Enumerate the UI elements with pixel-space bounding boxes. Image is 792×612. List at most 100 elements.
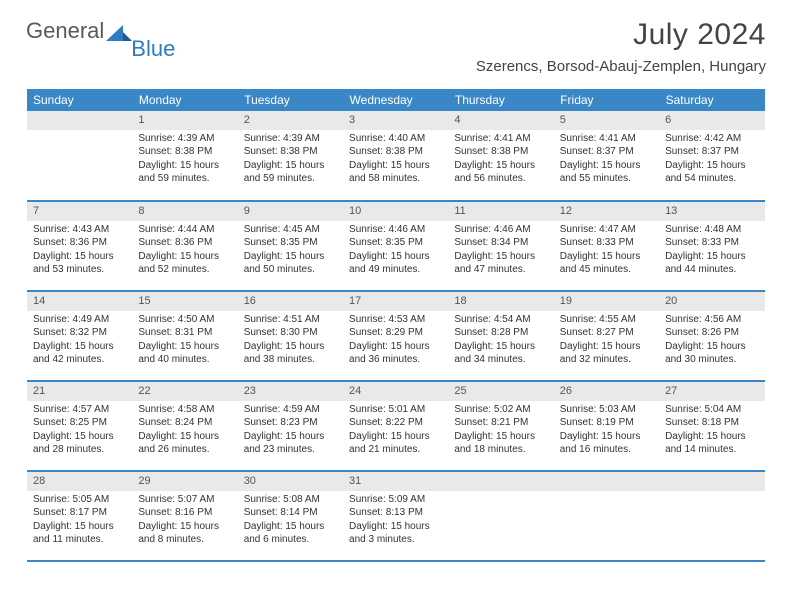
day-detail-line: Sunrise: 4:42 AM (665, 132, 758, 146)
day-number (27, 111, 132, 130)
day-detail-line: Daylight: 15 hours (33, 430, 126, 444)
day-details: Sunrise: 5:09 AMSunset: 8:13 PMDaylight:… (343, 491, 448, 551)
day-details: Sunrise: 4:41 AMSunset: 8:38 PMDaylight:… (448, 130, 553, 190)
day-detail-line: Daylight: 15 hours (665, 430, 758, 444)
day-number: 15 (132, 292, 237, 311)
day-details: Sunrise: 4:39 AMSunset: 8:38 PMDaylight:… (132, 130, 237, 190)
day-detail-line: and 54 minutes. (665, 172, 758, 186)
day-detail-line: Daylight: 15 hours (349, 430, 442, 444)
day-detail-line: Daylight: 15 hours (349, 340, 442, 354)
day-number: 25 (448, 382, 553, 401)
day-detail-line: and 36 minutes. (349, 353, 442, 367)
calendar-day-cell: 26Sunrise: 5:03 AMSunset: 8:19 PMDayligh… (554, 381, 659, 471)
day-detail-line: Sunset: 8:24 PM (138, 416, 231, 430)
calendar-week-row: 1Sunrise: 4:39 AMSunset: 8:38 PMDaylight… (27, 111, 765, 201)
day-detail-line: Sunrise: 4:59 AM (244, 403, 337, 417)
day-number: 21 (27, 382, 132, 401)
day-detail-line: Sunrise: 4:56 AM (665, 313, 758, 327)
day-detail-line: and 45 minutes. (560, 263, 653, 277)
day-detail-line: Sunset: 8:38 PM (454, 145, 547, 159)
day-detail-line: Sunrise: 4:48 AM (665, 223, 758, 237)
day-detail-line: Sunset: 8:37 PM (560, 145, 653, 159)
day-detail-line: Daylight: 15 hours (138, 340, 231, 354)
calendar-week-row: 21Sunrise: 4:57 AMSunset: 8:25 PMDayligh… (27, 381, 765, 471)
day-details: Sunrise: 4:46 AMSunset: 8:35 PMDaylight:… (343, 221, 448, 281)
day-number: 4 (448, 111, 553, 130)
day-detail-line: Sunset: 8:23 PM (244, 416, 337, 430)
calendar-day-cell: 10Sunrise: 4:46 AMSunset: 8:35 PMDayligh… (343, 201, 448, 291)
calendar-day-cell: 6Sunrise: 4:42 AMSunset: 8:37 PMDaylight… (659, 111, 764, 201)
day-detail-line: Sunset: 8:17 PM (33, 506, 126, 520)
day-detail-line: Sunset: 8:38 PM (138, 145, 231, 159)
day-details: Sunrise: 4:42 AMSunset: 8:37 PMDaylight:… (659, 130, 764, 190)
day-details: Sunrise: 4:54 AMSunset: 8:28 PMDaylight:… (448, 311, 553, 371)
col-thursday: Thursday (448, 89, 553, 111)
day-detail-line: and 34 minutes. (454, 353, 547, 367)
day-detail-line: Sunset: 8:32 PM (33, 326, 126, 340)
day-detail-line: Sunrise: 5:02 AM (454, 403, 547, 417)
calendar-day-cell: 31Sunrise: 5:09 AMSunset: 8:13 PMDayligh… (343, 471, 448, 561)
day-detail-line: Sunrise: 5:05 AM (33, 493, 126, 507)
day-number: 2 (238, 111, 343, 130)
day-details: Sunrise: 4:55 AMSunset: 8:27 PMDaylight:… (554, 311, 659, 371)
day-detail-line: Sunrise: 5:03 AM (560, 403, 653, 417)
day-detail-line: Sunset: 8:36 PM (138, 236, 231, 250)
day-detail-line: Sunrise: 4:43 AM (33, 223, 126, 237)
calendar-day-cell: 28Sunrise: 5:05 AMSunset: 8:17 PMDayligh… (27, 471, 132, 561)
day-details: Sunrise: 5:01 AMSunset: 8:22 PMDaylight:… (343, 401, 448, 461)
day-detail-line: and 23 minutes. (244, 443, 337, 457)
day-detail-line: Sunrise: 4:50 AM (138, 313, 231, 327)
day-detail-line: and 3 minutes. (349, 533, 442, 547)
day-detail-line: and 49 minutes. (349, 263, 442, 277)
day-details: Sunrise: 4:47 AMSunset: 8:33 PMDaylight:… (554, 221, 659, 281)
col-saturday: Saturday (659, 89, 764, 111)
calendar-day-cell: 20Sunrise: 4:56 AMSunset: 8:26 PMDayligh… (659, 291, 764, 381)
day-detail-line: Sunrise: 4:49 AM (33, 313, 126, 327)
calendar-day-cell: 27Sunrise: 5:04 AMSunset: 8:18 PMDayligh… (659, 381, 764, 471)
day-detail-line: Daylight: 15 hours (560, 159, 653, 173)
day-detail-line: Sunrise: 4:47 AM (560, 223, 653, 237)
day-details: Sunrise: 4:58 AMSunset: 8:24 PMDaylight:… (132, 401, 237, 461)
day-detail-line: Sunset: 8:37 PM (665, 145, 758, 159)
day-detail-line: Sunrise: 4:54 AM (454, 313, 547, 327)
calendar-day-cell: 17Sunrise: 4:53 AMSunset: 8:29 PMDayligh… (343, 291, 448, 381)
day-details: Sunrise: 5:07 AMSunset: 8:16 PMDaylight:… (132, 491, 237, 551)
day-number: 3 (343, 111, 448, 130)
day-detail-line: Sunset: 8:25 PM (33, 416, 126, 430)
page-header: General Blue July 2024 Szerencs, Borsod-… (0, 0, 792, 75)
calendar-week-row: 14Sunrise: 4:49 AMSunset: 8:32 PMDayligh… (27, 291, 765, 381)
day-detail-line: and 26 minutes. (138, 443, 231, 457)
day-detail-line: Daylight: 15 hours (33, 250, 126, 264)
day-detail-line: Daylight: 15 hours (349, 520, 442, 534)
calendar-day-cell: 16Sunrise: 4:51 AMSunset: 8:30 PMDayligh… (238, 291, 343, 381)
day-detail-line: Daylight: 15 hours (560, 250, 653, 264)
day-detail-line: Sunrise: 4:39 AM (138, 132, 231, 146)
calendar-day-cell (27, 111, 132, 201)
day-details: Sunrise: 4:56 AMSunset: 8:26 PMDaylight:… (659, 311, 764, 371)
day-detail-line: Daylight: 15 hours (560, 340, 653, 354)
day-detail-line: Sunset: 8:29 PM (349, 326, 442, 340)
day-detail-line: Daylight: 15 hours (244, 340, 337, 354)
calendar-day-cell: 7Sunrise: 4:43 AMSunset: 8:36 PMDaylight… (27, 201, 132, 291)
day-detail-line: and 16 minutes. (560, 443, 653, 457)
day-number: 8 (132, 202, 237, 221)
day-details: Sunrise: 5:04 AMSunset: 8:18 PMDaylight:… (659, 401, 764, 461)
day-details: Sunrise: 4:49 AMSunset: 8:32 PMDaylight:… (27, 311, 132, 371)
calendar-day-cell: 13Sunrise: 4:48 AMSunset: 8:33 PMDayligh… (659, 201, 764, 291)
calendar-day-cell (448, 471, 553, 561)
title-block: July 2024 Szerencs, Borsod-Abauj-Zemplen… (476, 18, 766, 75)
calendar-table: Sunday Monday Tuesday Wednesday Thursday… (27, 89, 765, 562)
day-details: Sunrise: 4:51 AMSunset: 8:30 PMDaylight:… (238, 311, 343, 371)
brand-logo: General Blue (26, 18, 175, 44)
day-detail-line: Sunset: 8:33 PM (665, 236, 758, 250)
day-detail-line: Daylight: 15 hours (665, 340, 758, 354)
day-details (448, 491, 553, 497)
day-detail-line: Sunrise: 4:41 AM (560, 132, 653, 146)
day-number (554, 472, 659, 491)
day-detail-line: Daylight: 15 hours (138, 159, 231, 173)
day-detail-line: and 59 minutes. (244, 172, 337, 186)
day-details: Sunrise: 4:59 AMSunset: 8:23 PMDaylight:… (238, 401, 343, 461)
day-detail-line: Sunrise: 5:08 AM (244, 493, 337, 507)
day-detail-line: Sunrise: 5:07 AM (138, 493, 231, 507)
day-number: 24 (343, 382, 448, 401)
